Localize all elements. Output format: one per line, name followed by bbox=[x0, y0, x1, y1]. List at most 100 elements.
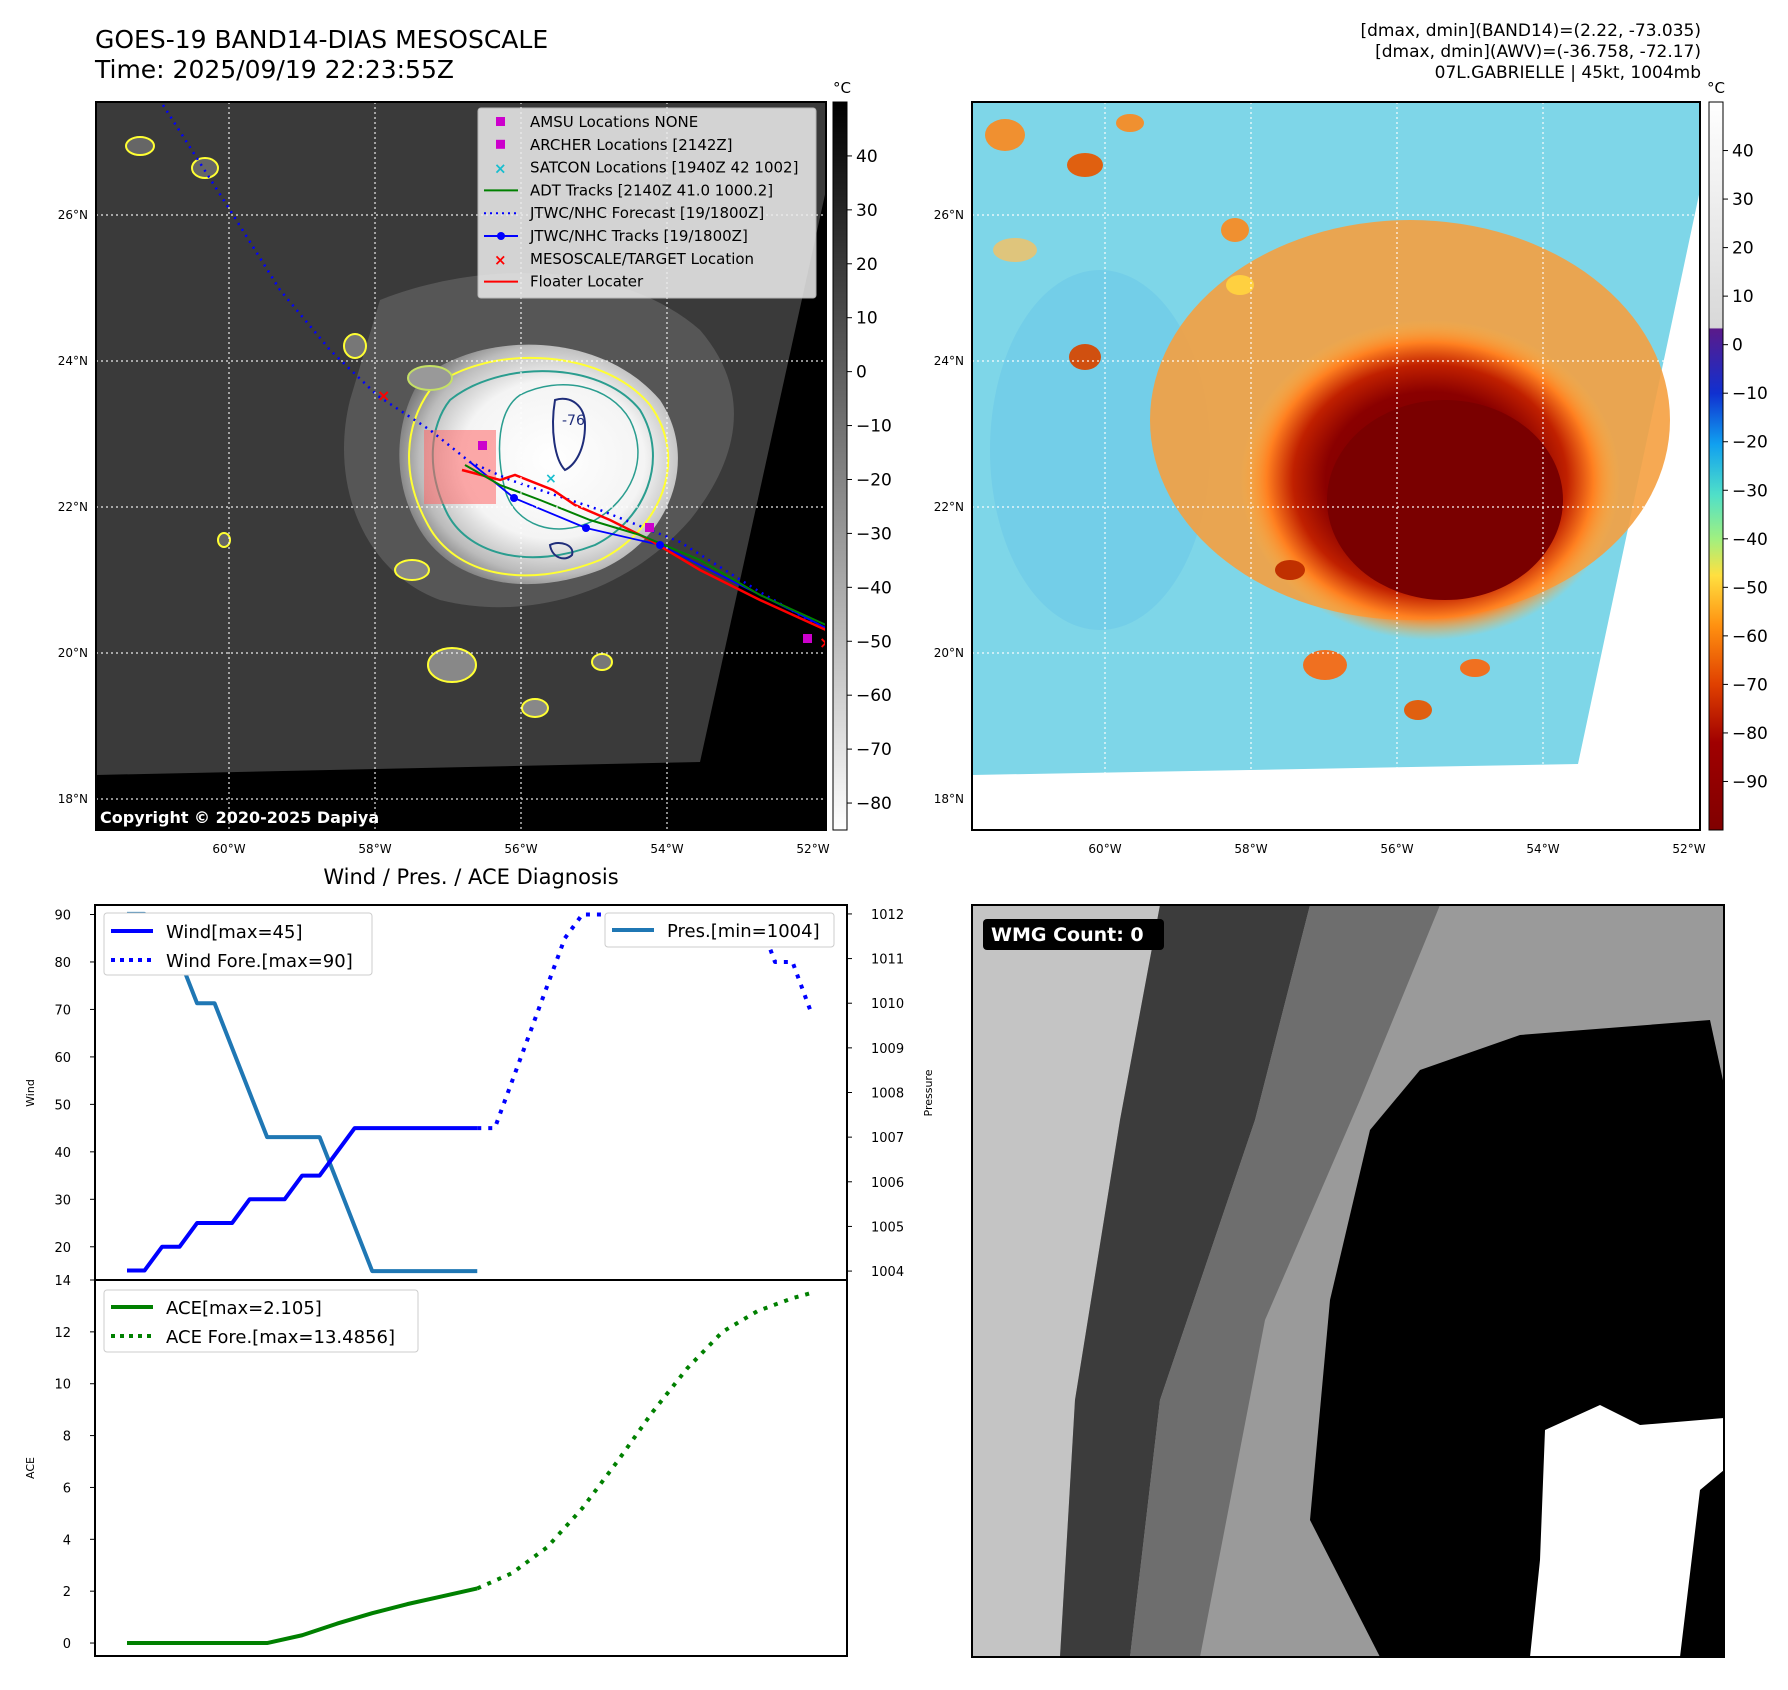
legend-ace-fore: ACE Fore.[max=13.4856] bbox=[166, 1327, 395, 1348]
band14-range-text: [dmax, dmin](BAND14)=(2.22, -73.035) bbox=[1360, 21, 1701, 41]
awv-colorbar-label: 40 bbox=[1732, 142, 1754, 162]
awv-colorbar-label: −70 bbox=[1732, 675, 1768, 695]
pressure-y-label: Pressure bbox=[922, 1069, 935, 1116]
wind-y-tick-label: 80 bbox=[54, 956, 71, 971]
pressure-y-tick-label: 1006 bbox=[871, 1176, 904, 1191]
ir-colorbar: °C 40 30 20 10 0 −10 −20 −30 −40 −50 −60 −70 −80 bbox=[832, 79, 892, 831]
ir-legend-item: × SATCON Locations [1940Z 42 1002] bbox=[494, 159, 798, 178]
ir-colorbar-label: −20 bbox=[856, 470, 892, 490]
ir-colorbar-label: 20 bbox=[856, 255, 878, 275]
ace-y-tick-label: 2 bbox=[63, 1585, 71, 1600]
lat-tick-label: 20°N bbox=[934, 646, 964, 660]
ir-legend-label: JTWC/NHC Tracks [19/1800Z] bbox=[529, 227, 748, 245]
awv-colorbar-label: 10 bbox=[1732, 287, 1754, 307]
svg-text:×: × bbox=[819, 633, 832, 652]
floater-track bbox=[461, 468, 826, 632]
wind-pressure-chart: Wind / Pres. / ACE Diagnosis Wind Pressu… bbox=[24, 865, 935, 1281]
pressure-legend: Pres.[min=1004] bbox=[604, 912, 835, 948]
ace-y-tick-label: 6 bbox=[63, 1481, 71, 1496]
pressure-y-tick-label: 1010 bbox=[871, 997, 904, 1012]
ir-colorbar-label: 0 bbox=[856, 363, 867, 383]
lon-tick-label: 52°W bbox=[796, 842, 829, 856]
lat-tick-label: 22°N bbox=[934, 500, 964, 514]
awv-colorbar-label: −10 bbox=[1732, 384, 1768, 404]
lon-tick-label: 58°W bbox=[1234, 842, 1267, 856]
pressure-y-tick-label: 1011 bbox=[871, 953, 904, 968]
awv-colorbar-label: −80 bbox=[1732, 724, 1768, 744]
ace-y-label: ACE bbox=[24, 1457, 37, 1479]
ace-y-tick-label: 0 bbox=[63, 1637, 71, 1652]
lat-tick-label: 22°N bbox=[58, 500, 88, 514]
awv-range-text: [dmax, dmin](AWV)=(-36.758, -72.17) bbox=[1375, 42, 1701, 62]
ir-colorbar-label: 40 bbox=[856, 147, 878, 167]
wind-y-tick-label: 70 bbox=[54, 1003, 71, 1018]
pressure-y-tick-label: 1008 bbox=[871, 1087, 904, 1102]
awv-colorbar-label: −60 bbox=[1732, 627, 1768, 647]
ir-legend-label: AMSU Locations NONE bbox=[530, 113, 698, 131]
wind-y-tick-label: 90 bbox=[54, 908, 71, 923]
lat-tick-label: 26°N bbox=[58, 208, 88, 222]
legend-marker-square bbox=[496, 139, 505, 149]
lat-tick-label: 18°N bbox=[58, 792, 88, 806]
svg-text:×: × bbox=[377, 386, 390, 405]
ace-y-tick-label: 12 bbox=[54, 1326, 71, 1341]
legend-marker-x: × bbox=[494, 251, 507, 269]
figure-title: GOES-19 BAND14-DIAS MESOSCALE bbox=[95, 25, 549, 54]
ace-y-tick-label: 14 bbox=[54, 1274, 71, 1289]
legend-ace: ACE[max=2.105] bbox=[166, 1298, 322, 1319]
wind-y-tick-label: 40 bbox=[54, 1146, 71, 1161]
wind-y-tick-label: 50 bbox=[54, 1098, 71, 1113]
ir-legend-item: ADT Tracks [2140Z 41.0 1000.2] bbox=[484, 181, 773, 199]
ir-legend-label: ADT Tracks [2140Z 41.0 1000.2] bbox=[530, 181, 773, 199]
wmg-count-badge: WMG Count: 0 bbox=[991, 924, 1144, 946]
lat-tick-label: 24°N bbox=[58, 354, 88, 368]
legend-marker-x: × bbox=[494, 160, 507, 178]
ir-legend: AMSU Locations NONE ARCHER Locations [214… bbox=[477, 107, 817, 299]
awv-colorbar-label: 0 bbox=[1732, 336, 1743, 356]
lat-tick-label: 24°N bbox=[934, 354, 964, 368]
wmg-eye-region bbox=[1530, 1405, 1724, 1657]
ir-colorbar-label: −10 bbox=[856, 417, 892, 437]
wind-y-label: Wind bbox=[24, 1079, 37, 1107]
wind-chart-title: Wind / Pres. / ACE Diagnosis bbox=[323, 865, 618, 889]
ir-legend-item: JTWC/NHC Forecast [19/1800Z] bbox=[484, 204, 764, 222]
ace-chart: ACE 14 12 10 8 6 4 2 0 ACE[max=2.105] ACE Fore.… bbox=[24, 1274, 848, 1657]
map-tick-labels: 60°W 58°W 56°W 54°W 52°W 26°N 24°N 22°N 20°N 18°N… bbox=[58, 208, 1706, 856]
awv-colorbar-label: −50 bbox=[1732, 578, 1768, 598]
legend-pressure: Pres.[min=1004] bbox=[667, 921, 820, 942]
ir-colorbar-label: 10 bbox=[856, 309, 878, 329]
lat-tick-label: 26°N bbox=[934, 208, 964, 222]
forecast-track bbox=[161, 104, 826, 632]
lon-tick-label: 54°W bbox=[650, 842, 683, 856]
ir-colorbar-label: −70 bbox=[856, 740, 892, 760]
lon-tick-label: 56°W bbox=[504, 842, 537, 856]
ir-legend-label: SATCON Locations [1940Z 42 1002] bbox=[530, 159, 798, 177]
lon-tick-label: 58°W bbox=[358, 842, 391, 856]
ir-colorbar-label: −60 bbox=[856, 686, 892, 706]
lat-tick-label: 20°N bbox=[58, 646, 88, 660]
lon-tick-label: 56°W bbox=[1380, 842, 1413, 856]
wind-legend: Wind[max=45] Wind Fore.[max=90] bbox=[103, 912, 373, 976]
lon-tick-label: 60°W bbox=[212, 842, 245, 856]
awv-colorbar: °C 40 30 20 10 0 −10 −20 −30 −40 −50 −60 −70 −80 −90 bbox=[1707, 79, 1768, 831]
lon-tick-label: 54°W bbox=[1526, 842, 1559, 856]
ir-legend-item: × MESOSCALE/TARGET Location bbox=[494, 250, 754, 269]
ir-colorbar-label: −40 bbox=[856, 578, 892, 598]
lat-tick-label: 18°N bbox=[934, 792, 964, 806]
pressure-y-tick-label: 1012 bbox=[871, 908, 904, 923]
legend-wind: Wind[max=45] bbox=[166, 922, 303, 943]
ace-y-tick-label: 4 bbox=[63, 1533, 71, 1548]
ir-colorbar-label: 30 bbox=[856, 201, 878, 221]
awv-panel bbox=[971, 101, 1701, 831]
legend-marker-square bbox=[496, 117, 505, 126]
ir-colorbar-label: −30 bbox=[856, 524, 892, 544]
awv-gridlines bbox=[972, 102, 1700, 830]
ir-legend-label: MESOSCALE/TARGET Location bbox=[530, 250, 754, 268]
adt-track bbox=[464, 464, 826, 626]
awv-colorbar-label: −20 bbox=[1732, 433, 1768, 453]
ir-legend-item: AMSU Locations NONE bbox=[496, 113, 698, 131]
ir-legend-label: ARCHER Locations [2142Z] bbox=[530, 136, 733, 154]
wind-y-tick-label: 30 bbox=[54, 1193, 71, 1208]
ace-y-tick-label: 10 bbox=[54, 1378, 71, 1393]
